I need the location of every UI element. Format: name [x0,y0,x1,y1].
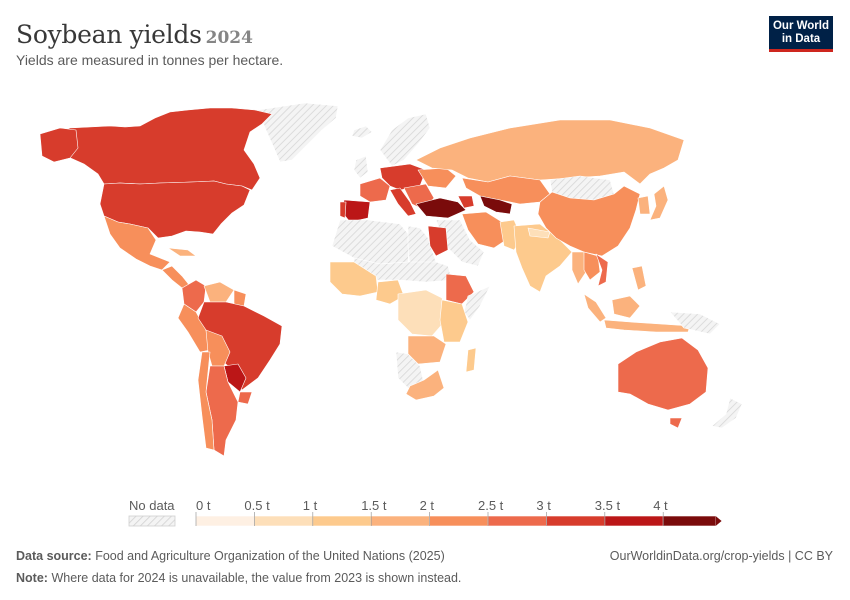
note-line: Note: Where data for 2024 is unavailable… [16,571,461,585]
legend-tick-label: 1.5 t [361,498,387,513]
country-scandinavia[interactable] [379,113,431,167]
source-label: Data source: [16,549,92,563]
legend-tick-label: 2 t [419,498,435,513]
source-text: Food and Agriculture Organization of the… [95,549,445,563]
country-south-africa[interactable] [405,369,445,401]
country-uzbekistan[interactable] [479,195,513,215]
chart-subtitle: Yields are measured in tonnes per hectar… [16,52,284,68]
country-france[interactable] [359,177,391,203]
country-nigeria[interactable] [375,279,405,305]
country-alaska[interactable] [39,127,79,163]
country-peru[interactable] [177,303,211,353]
country-egypt[interactable] [427,225,449,257]
logo-line2: in Data [781,33,821,45]
source-url[interactable]: OurWorldinData.org/crop-yields | CC BY [609,549,833,563]
legend-tick-label: 3.5 t [594,498,621,513]
country-turkey[interactable] [415,197,467,219]
country-uruguay[interactable] [237,391,253,405]
chart-title: Soybean yields 2024 [16,14,253,51]
legend-tick-label: 0.5 t [244,498,270,513]
country-uk[interactable] [353,155,369,179]
legend-arrow [715,516,722,526]
country-greenland[interactable] [257,102,339,163]
country-mexico[interactable] [103,215,171,271]
country-west-africa[interactable] [329,261,379,297]
country-canada[interactable] [51,107,273,191]
country-philippines[interactable] [631,265,647,291]
country-myanmar[interactable] [571,251,587,285]
title-text: Soybean yields [16,20,202,49]
country-italy[interactable] [389,187,417,217]
country-east-africa[interactable] [439,299,469,343]
legend-tick-label: 0 t [196,498,211,513]
country-new-zealand[interactable] [711,397,743,429]
legend-bin[interactable] [195,515,255,527]
legend-tick-label: 2.5 t [478,498,504,513]
country-portugal[interactable] [339,201,347,219]
legend-tick-label: 1 t [302,498,318,513]
country-thailand-laos[interactable] [583,251,601,281]
country-vietnam[interactable] [595,253,609,287]
legend-bin[interactable] [546,515,606,527]
country-cuba[interactable] [167,247,197,257]
country-caucasus[interactable] [457,195,475,209]
country-korea[interactable] [637,195,651,215]
country-australia[interactable] [617,337,709,411]
legend-bin[interactable] [487,515,547,527]
country-nepal[interactable] [527,227,551,239]
owid-logo[interactable]: Our World in Data [769,16,833,52]
country-kazakhstan[interactable] [461,175,551,205]
country-china[interactable] [537,185,641,257]
country-somalia[interactable] [463,285,491,321]
country-japan[interactable] [649,185,669,221]
country-indonesia[interactable] [603,319,691,333]
legend-bin[interactable] [429,515,489,527]
country-middle-east[interactable] [435,219,485,267]
legend-bin[interactable] [370,515,430,527]
legend-no-data-swatch [128,515,176,527]
country-new-guinea[interactable] [669,311,721,335]
legend-tick-label: 4 t [653,498,668,513]
country-chile[interactable] [197,351,215,451]
country-venezuela[interactable] [203,281,235,303]
legend-no-data-label: No data [129,498,175,513]
map-legend: No data 0 t 0.5 t 1 t 1.5 t 2 t 2.5 t 3 t 3.5 t… [0,496,850,536]
world-map [39,102,743,457]
country-iceland[interactable] [351,125,373,139]
country-iran[interactable] [461,211,507,249]
title-year: 2024 [205,28,253,48]
country-malaysia-sumatra[interactable] [583,293,607,323]
country-morocco-algeria[interactable] [331,219,411,265]
country-madagascar[interactable] [465,347,477,373]
legend-bin[interactable] [254,515,314,527]
legend-bin[interactable] [312,515,372,527]
legend-bin[interactable] [604,515,664,527]
legend-bin[interactable] [662,515,716,527]
country-central-america[interactable] [161,265,191,289]
legend-scale [128,512,722,527]
country-russia[interactable] [415,119,685,185]
legend-tick-label: 3 t [536,498,551,513]
note-text: Where data for 2024 is unavailable, the … [51,571,462,585]
country-guianas[interactable] [233,289,247,307]
source-line: Data source: Food and Agriculture Organi… [16,549,445,563]
logo-line1: Our World [772,20,829,32]
note-label: Note: [16,571,48,585]
country-borneo[interactable] [611,295,641,319]
country-central-africa[interactable] [397,289,447,337]
country-tasmania[interactable] [669,417,683,429]
